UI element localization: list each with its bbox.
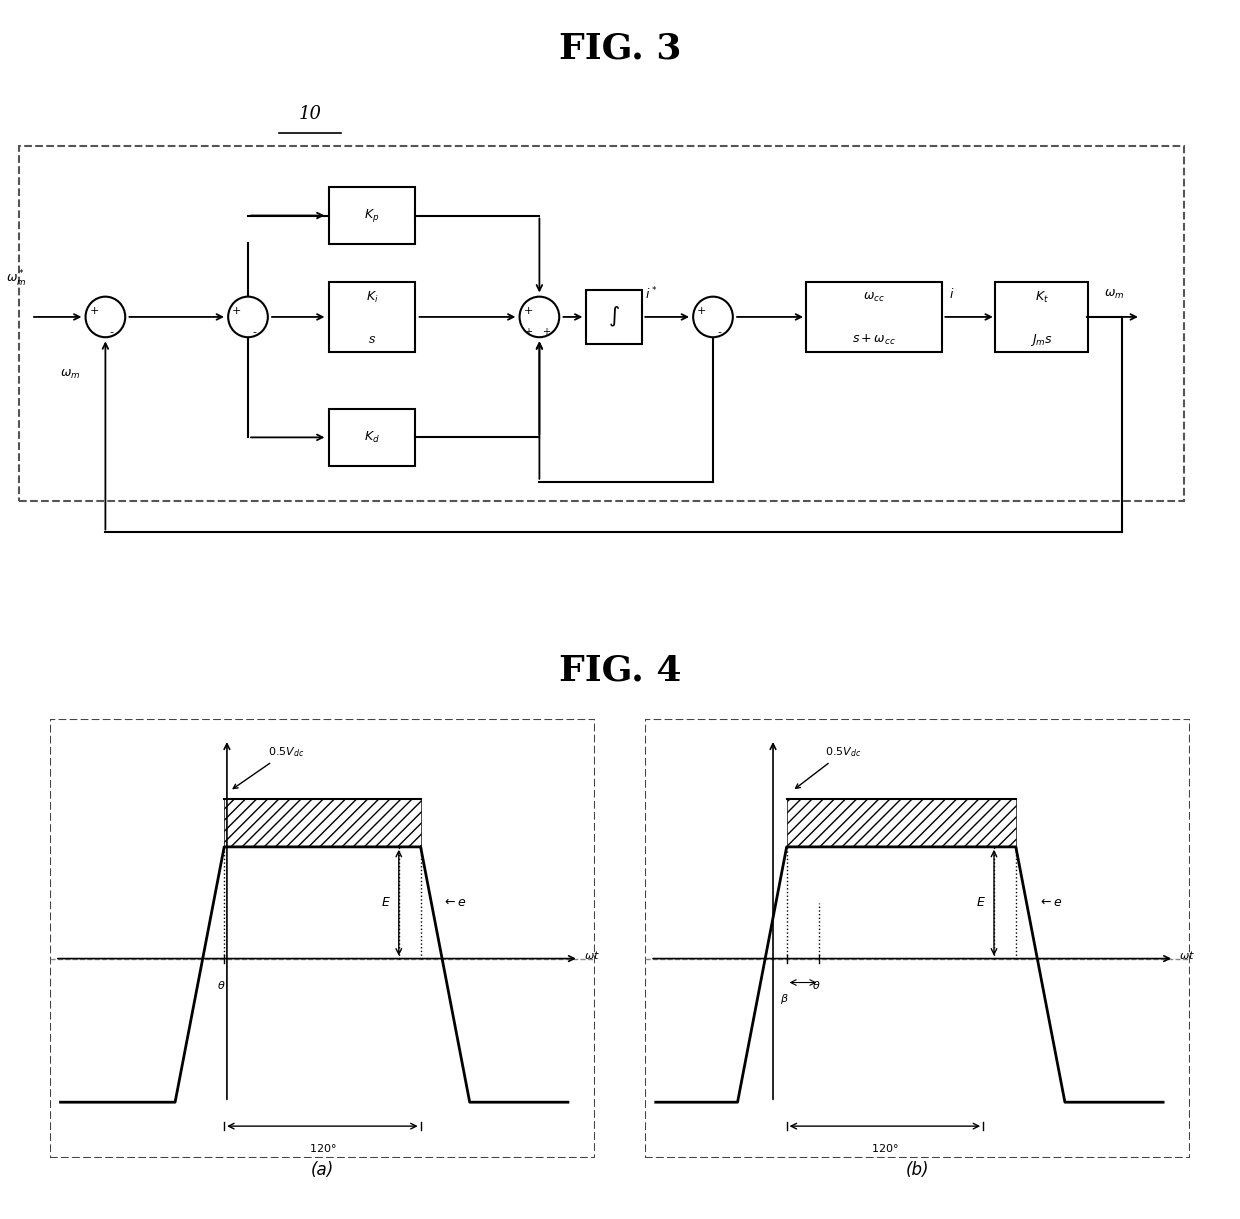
Text: $\omega_m$: $\omega_m$ [61, 367, 81, 380]
Text: $i^*$: $i^*$ [645, 285, 657, 302]
Text: FIG. 4: FIG. 4 [559, 653, 681, 688]
Text: $0.5V_{dc}$: $0.5V_{dc}$ [796, 745, 862, 789]
Text: (b): (b) [906, 1162, 929, 1179]
Text: $120°$: $120°$ [870, 1142, 899, 1154]
Text: $J_m s$: $J_m s$ [1030, 332, 1053, 347]
Text: $s+\omega_{cc}$: $s+\omega_{cc}$ [852, 333, 897, 347]
FancyBboxPatch shape [645, 719, 1190, 1158]
Text: $E$: $E$ [976, 896, 986, 909]
Text: $\omega t$: $\omega t$ [584, 948, 600, 961]
Text: $E$: $E$ [381, 896, 391, 909]
FancyBboxPatch shape [329, 408, 415, 466]
FancyBboxPatch shape [329, 187, 415, 244]
Text: +: + [542, 327, 549, 338]
Text: (a): (a) [311, 1162, 334, 1179]
Text: $i$: $i$ [949, 288, 954, 301]
Text: +: + [525, 327, 532, 338]
Text: $\int$: $\int$ [608, 305, 620, 329]
Text: +: + [232, 306, 242, 316]
Text: $\omega^*_m$: $\omega^*_m$ [6, 269, 26, 289]
Text: +: + [523, 306, 533, 316]
Text: -: - [109, 327, 114, 338]
Text: $\theta$: $\theta$ [812, 979, 821, 991]
Text: FIG. 3: FIG. 3 [559, 32, 681, 66]
FancyBboxPatch shape [329, 282, 415, 352]
Text: $K_d$: $K_d$ [365, 430, 379, 445]
Text: +: + [697, 306, 707, 316]
FancyBboxPatch shape [50, 719, 595, 1158]
Text: $\omega_{cc}$: $\omega_{cc}$ [863, 291, 885, 305]
Text: -: - [252, 327, 257, 338]
Text: +: + [89, 306, 99, 316]
Text: 10: 10 [299, 105, 321, 123]
FancyBboxPatch shape [587, 290, 642, 344]
Text: $\beta$: $\beta$ [780, 992, 789, 1006]
Text: $0.5V_{dc}$: $0.5V_{dc}$ [233, 745, 304, 789]
Text: $120°$: $120°$ [309, 1142, 336, 1154]
Text: $K_i$: $K_i$ [366, 290, 378, 306]
Text: $\omega_m$: $\omega_m$ [1104, 288, 1123, 301]
Text: $K_p$: $K_p$ [365, 207, 379, 224]
Text: $K_t$: $K_t$ [1034, 290, 1049, 306]
FancyBboxPatch shape [994, 282, 1089, 352]
Text: $\leftarrow e$: $\leftarrow e$ [443, 896, 467, 909]
Text: -: - [717, 327, 722, 338]
Text: s: s [368, 333, 376, 346]
FancyBboxPatch shape [806, 282, 942, 352]
Text: $\omega t$: $\omega t$ [1179, 948, 1195, 961]
Text: $\leftarrow e$: $\leftarrow e$ [1038, 896, 1063, 909]
Text: $\theta$: $\theta$ [217, 979, 226, 991]
